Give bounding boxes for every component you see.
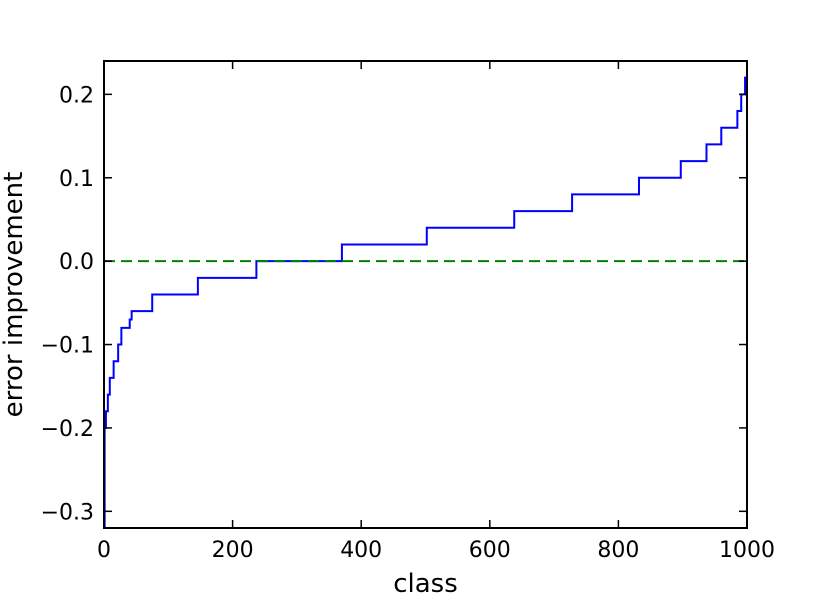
- y-tick-label: −0.1: [41, 334, 94, 359]
- y-tick-label: −0.2: [41, 417, 94, 442]
- x-axis-label: class: [393, 569, 458, 599]
- x-tick-label: 600: [469, 538, 511, 563]
- y-tick-label: 0.2: [59, 83, 94, 108]
- y-tick-label: 0.0: [59, 250, 94, 275]
- y-tick-label: 0.1: [59, 167, 94, 192]
- x-tick-label: 200: [212, 538, 254, 563]
- series-layer: [103, 76, 747, 529]
- series-line: [103, 76, 747, 529]
- tick-layer: 0 200 400 600 800 1000 −0.3 −0.2 −0.1 0.0 0.1 0.2: [41, 61, 775, 563]
- x-tick-label: 400: [340, 538, 382, 563]
- y-tick-label: −0.3: [41, 500, 94, 525]
- x-tick-label: 800: [597, 538, 639, 563]
- plot-frame: [103, 60, 748, 529]
- x-tick-label: 0: [97, 538, 111, 563]
- x-tick-label: 1000: [719, 538, 775, 563]
- y-axis-label: error improvement: [0, 172, 29, 418]
- plot-area: [104, 61, 747, 528]
